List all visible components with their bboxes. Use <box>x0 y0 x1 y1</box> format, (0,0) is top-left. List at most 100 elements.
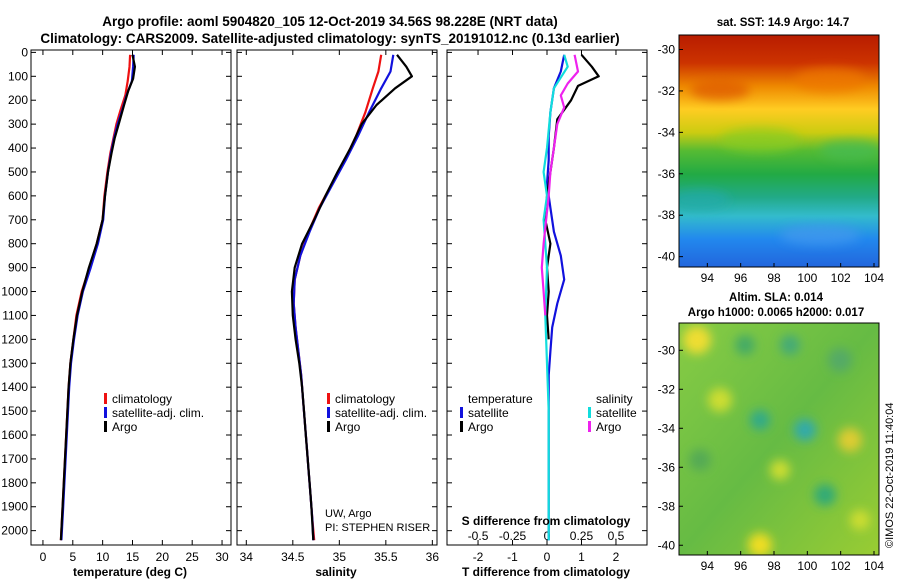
y-tick-label: 1500 <box>1 404 28 418</box>
legend-title-salinity: salinity <box>596 392 633 406</box>
y-tick-label: 400 <box>8 141 28 155</box>
x-tick-label: 34.5 <box>281 550 305 564</box>
sst-map <box>678 34 880 268</box>
y-tick-label: 0 <box>21 45 28 59</box>
legend-label-satellite: satellite-adj. clim. <box>112 406 204 420</box>
difference-xlabel: T difference from climatology <box>462 565 630 579</box>
sst-map-texture <box>679 68 879 245</box>
y-tick-label: 700 <box>8 213 28 227</box>
temperature-xlabel: temperature (deg C) <box>73 565 187 579</box>
map-y-tick-label: -30 <box>658 43 676 57</box>
x-tick-label: 2 <box>613 550 620 564</box>
map-y-tick-label: -34 <box>658 421 676 435</box>
legend-swatch-argo <box>327 421 330 432</box>
legend-swatch-satellite <box>327 407 330 418</box>
x-tick-label-salinity: 0 <box>544 529 551 543</box>
x-tick-label: 20 <box>156 550 170 564</box>
legend-label-climatology: climatology <box>335 392 395 406</box>
x-tick-label: -1 <box>507 550 518 564</box>
y-tick-label: 1100 <box>2 308 28 322</box>
map-axes: 94 96 98 100 102 104 -30 -32 -34 -36 -38 -40 <box>658 43 885 286</box>
y-tick-label: 600 <box>8 189 28 203</box>
temperature-panel: 0100200300400500600700800900100011001200… <box>1 45 232 564</box>
legend-swatch-t-satellite <box>460 407 463 418</box>
map-x-tick-label: 104 <box>864 559 884 573</box>
sla-map-title-2: Argo h1000: 0.0065 h2000: 0.017 <box>688 307 864 319</box>
legend-swatch-s-satellite <box>588 407 591 418</box>
y-tick-label: 1800 <box>1 476 28 490</box>
legend-swatch-satellite <box>104 407 107 418</box>
map-y-tick-label: -38 <box>658 499 676 513</box>
legend-label-argo: Argo <box>112 420 138 434</box>
map-axes: 94 96 98 100 102 104 -30 -32 -34 -36 -38 -40 <box>658 343 885 573</box>
x-tick-label-salinity: -0.25 <box>499 529 527 543</box>
x-tick-label: 15 <box>126 550 140 564</box>
difference-legend-temperature: temperature satellite Argo <box>460 392 533 434</box>
map-x-tick-label: 102 <box>831 271 851 285</box>
map-x-tick-label: 102 <box>831 559 851 573</box>
sst-map-title: sat. SST: 14.9 Argo: 14.7 <box>717 17 850 29</box>
y-tick-label: 500 <box>8 165 28 179</box>
axes-frame <box>30 49 232 546</box>
side-credit: ©IMOS 22-Oct-2019 11:40:04 <box>884 403 896 548</box>
legend-label-s-argo: Argo <box>596 420 622 434</box>
map-x-tick-label: 100 <box>797 559 817 573</box>
legend-swatch-climatology <box>327 393 330 404</box>
x-tick-label-salinity: 0.25 <box>570 529 594 543</box>
salinity-xlabel: salinity <box>315 565 357 579</box>
x-tick-label: -2 <box>473 550 484 564</box>
legend-label-s-satellite: satellite <box>596 406 637 420</box>
sla-map-texture <box>683 326 870 555</box>
map-x-tick-label: 104 <box>864 271 884 285</box>
y-tick-label: 100 <box>8 69 28 83</box>
title-line-2: Climatology: CARS2009. Satellite-adjuste… <box>40 31 619 46</box>
legend-swatch-t-argo <box>460 421 463 432</box>
x-tick-label: 0 <box>544 550 551 564</box>
series-line <box>59 54 136 541</box>
salinity-annotation-2: PI: STEPHEN RISER <box>325 522 430 534</box>
y-tick-label: 300 <box>8 117 28 131</box>
legend-label-climatology: climatology <box>112 392 172 406</box>
x-tick-label: 10 <box>96 550 110 564</box>
y-tick-label: 1700 <box>1 452 28 466</box>
map-y-tick-label: -36 <box>658 167 676 181</box>
legend-swatch-argo <box>104 421 107 432</box>
legend-title-temperature: temperature <box>468 392 533 406</box>
title-line-1: Argo profile: aoml 5904820_105 12-Oct-20… <box>102 14 557 29</box>
legend-label-t-satellite: satellite <box>468 406 509 420</box>
map-x-tick-label: 96 <box>734 559 748 573</box>
map-y-tick-label: -36 <box>658 460 676 474</box>
x-tick-label: 35 <box>333 550 347 564</box>
difference-xlabel-salinity: S difference from climatology <box>462 514 631 528</box>
map-x-tick-label: 94 <box>701 271 715 285</box>
series-line <box>542 54 569 541</box>
map-x-tick-label: 96 <box>734 271 748 285</box>
x-tick-label: 1 <box>578 550 585 564</box>
map-y-tick-label: -34 <box>658 125 676 139</box>
y-tick-label: 1900 <box>1 500 28 514</box>
x-tick-label-salinity: -0.5 <box>468 529 489 543</box>
map-y-tick-label: -30 <box>658 343 676 357</box>
difference-panel: -2 -1 0 1 2 -0.5 -0.25 0 0.25 0.5 <box>446 49 648 564</box>
axes-frame <box>236 49 438 546</box>
temperature-legend: climatology satellite-adj. clim. Argo <box>104 392 204 434</box>
sla-map-title-1: Altim. SLA: 0.014 <box>729 292 824 304</box>
y-tick-label: 200 <box>8 93 28 107</box>
map-y-tick-label: -40 <box>658 250 676 264</box>
legend-swatch-s-argo <box>588 421 591 432</box>
x-tick-label: 36 <box>426 550 440 564</box>
map-y-tick-label: -32 <box>658 84 676 98</box>
x-tick-label: 25 <box>186 550 200 564</box>
legend-swatch-climatology <box>104 393 107 404</box>
y-tick-label: 1300 <box>1 356 28 370</box>
legend-label-satellite: satellite-adj. clim. <box>335 406 427 420</box>
salinity-panel: 34 34.5 35 35.5 36 <box>236 49 440 564</box>
x-tick-label: 34 <box>240 550 254 564</box>
x-tick-label: 5 <box>69 550 76 564</box>
x-tick-label: 0 <box>40 550 47 564</box>
y-tick-label: 1200 <box>1 332 28 346</box>
y-tick-label: 1600 <box>1 428 28 442</box>
map-x-tick-label: 100 <box>797 271 817 285</box>
map-y-tick-label: -32 <box>658 382 676 396</box>
legend-label-argo: Argo <box>335 420 361 434</box>
